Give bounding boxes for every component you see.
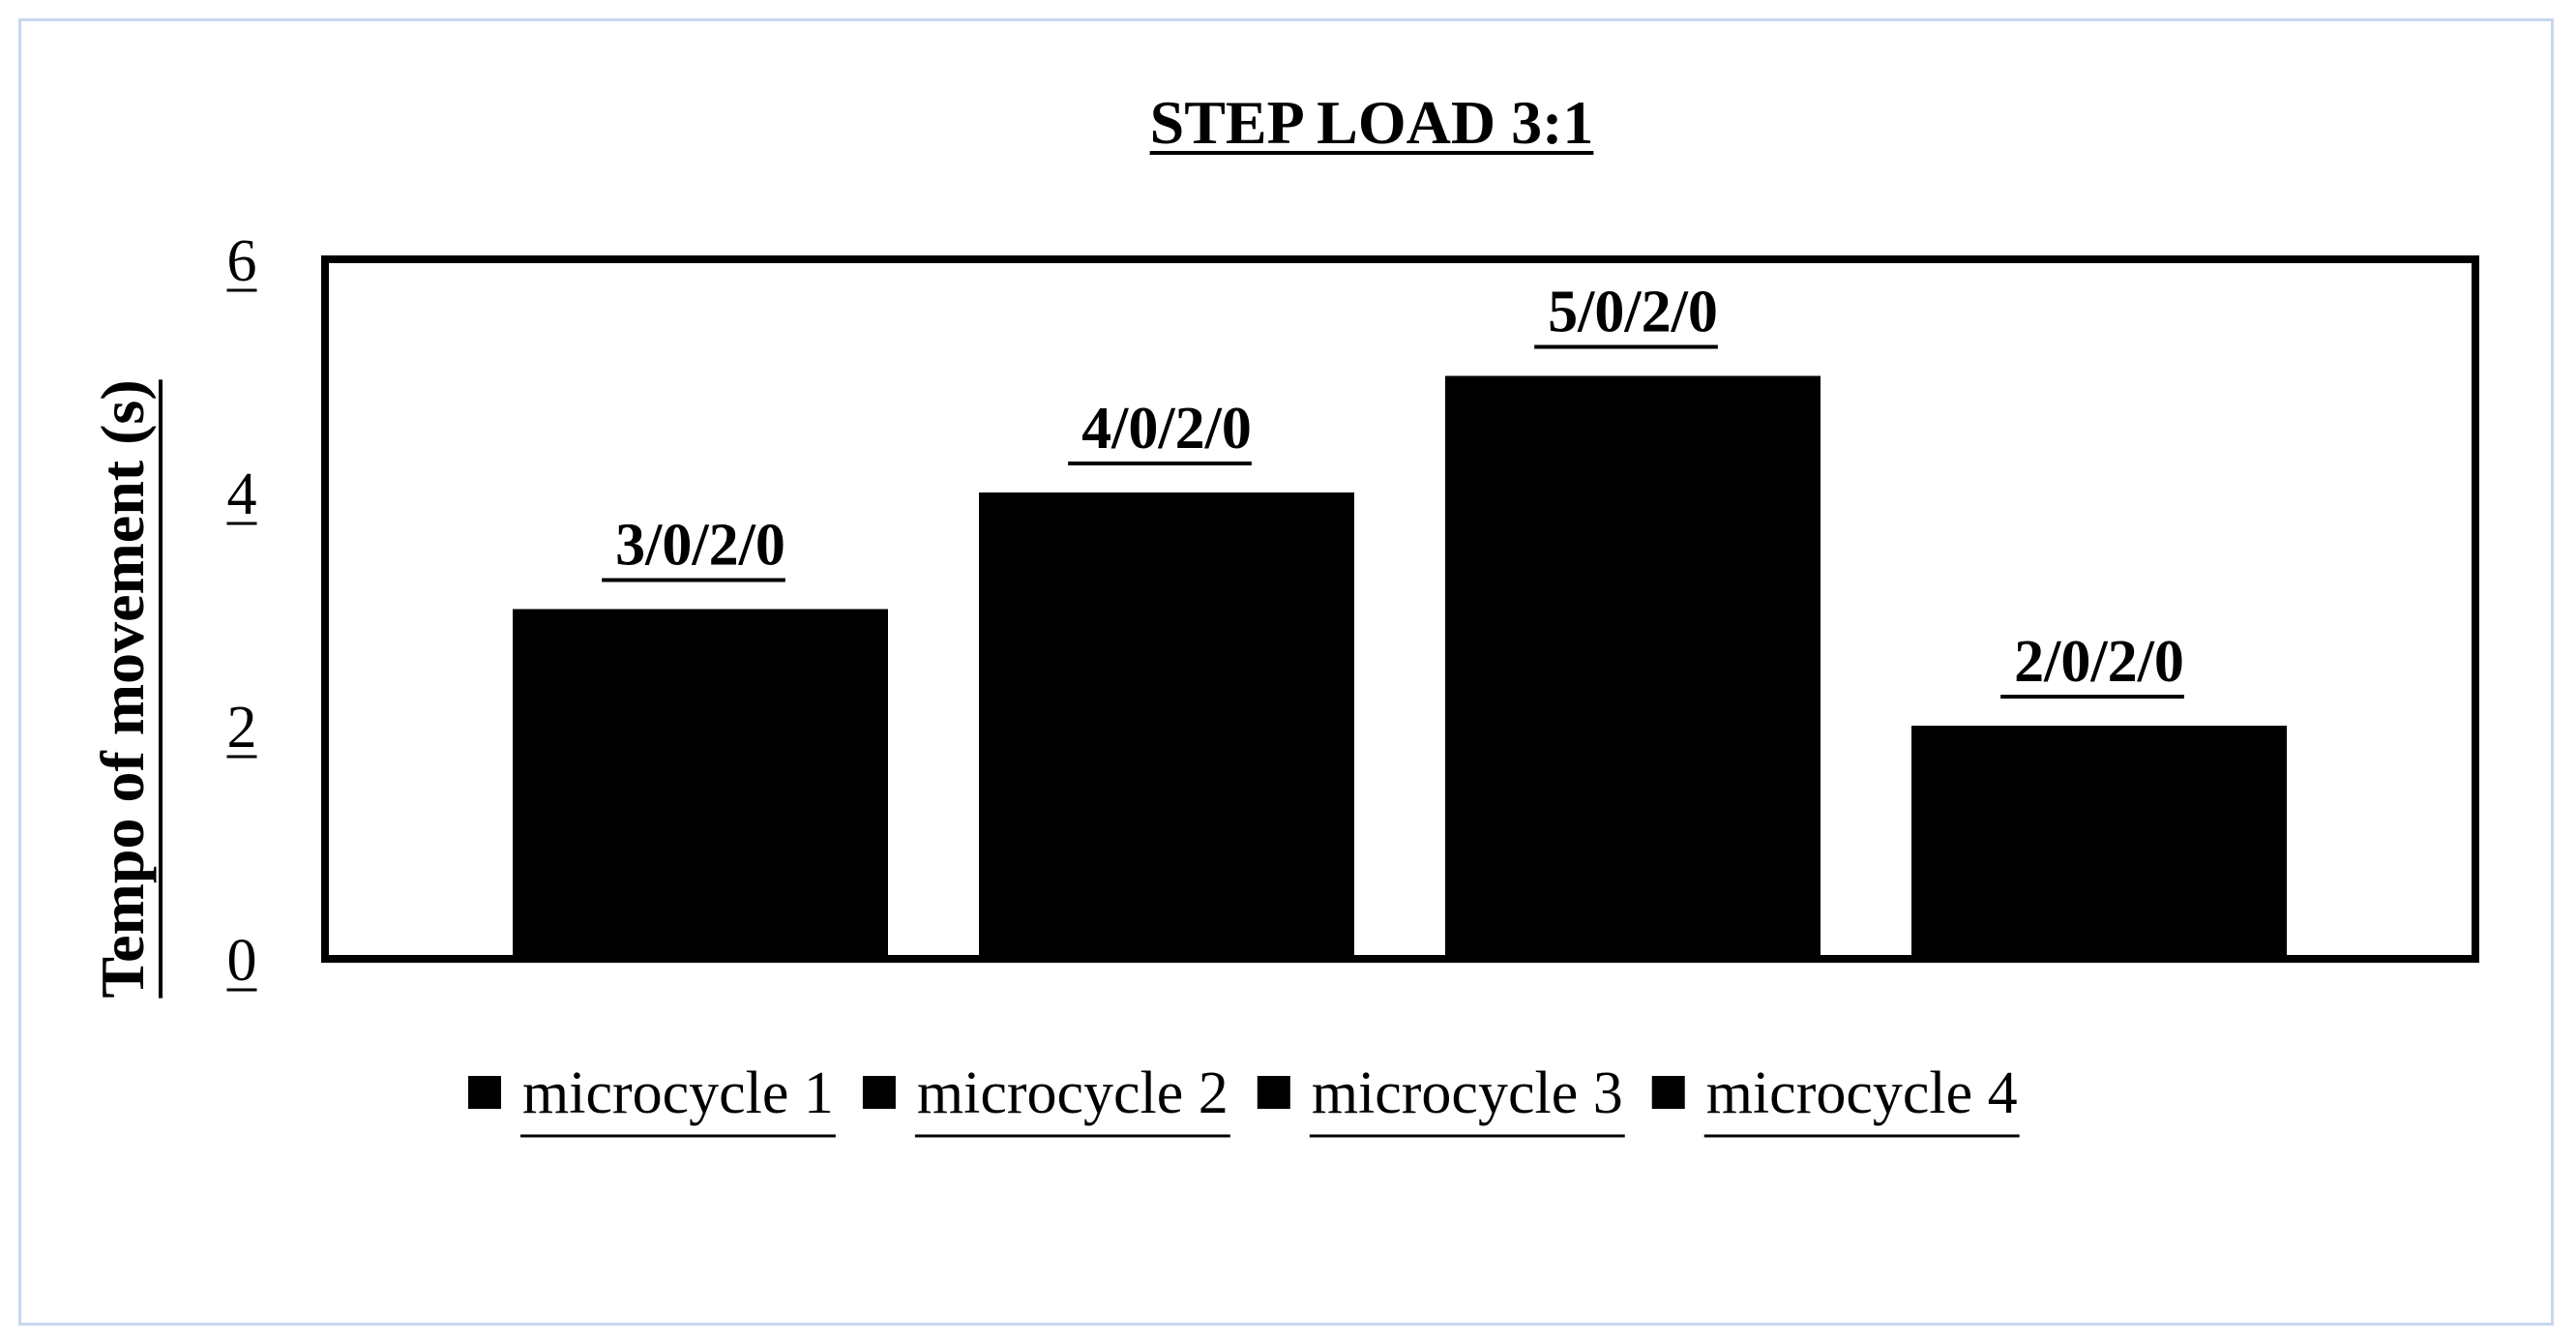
- legend-swatch-1: [468, 1076, 501, 1109]
- legend-swatch-4: [1651, 1076, 1685, 1109]
- bar-2: [979, 492, 1354, 959]
- legend: microcycle 1 microcycle 2 microcycle 3 micr…: [468, 1060, 2020, 1138]
- legend-label-4: microcycle 4: [1706, 1060, 2018, 1126]
- chart-title: STEP LOAD 3:1: [1150, 88, 1594, 157]
- data-label-1: 3/0/2/0: [615, 513, 785, 579]
- data-label-2: 4/0/2/0: [1081, 396, 1252, 462]
- y-axis-ticks: 0 2 4 6: [226, 228, 257, 994]
- data-labels: 3/0/2/0 4/0/2/0 5/0/2/0 2/0/2/0: [602, 280, 2184, 699]
- plot-area: [321, 255, 2479, 963]
- bar-1: [513, 609, 888, 959]
- data-label-4: 2/0/2/0: [2014, 629, 2184, 695]
- y-tick-label: 2: [227, 695, 257, 760]
- legend-swatch-3: [1257, 1076, 1290, 1109]
- y-axis-label: Tempo of movement (s): [88, 379, 157, 998]
- y-tick-label: 6: [227, 228, 257, 294]
- data-label-3: 5/0/2/0: [1548, 280, 1718, 345]
- y-tick-label: 0: [227, 928, 257, 994]
- legend-label-3: microcycle 3: [1312, 1060, 1623, 1126]
- y-axis-label-group: Tempo of movement (s): [88, 379, 163, 999]
- y-tick-label: 4: [227, 462, 257, 527]
- legend-label-1: microcycle 1: [522, 1060, 834, 1126]
- legend-label-2: microcycle 2: [917, 1060, 1229, 1126]
- bar-4: [1911, 726, 2287, 959]
- bars: [513, 375, 2287, 959]
- legend-swatch-2: [862, 1076, 896, 1109]
- bar-3: [1445, 375, 1821, 959]
